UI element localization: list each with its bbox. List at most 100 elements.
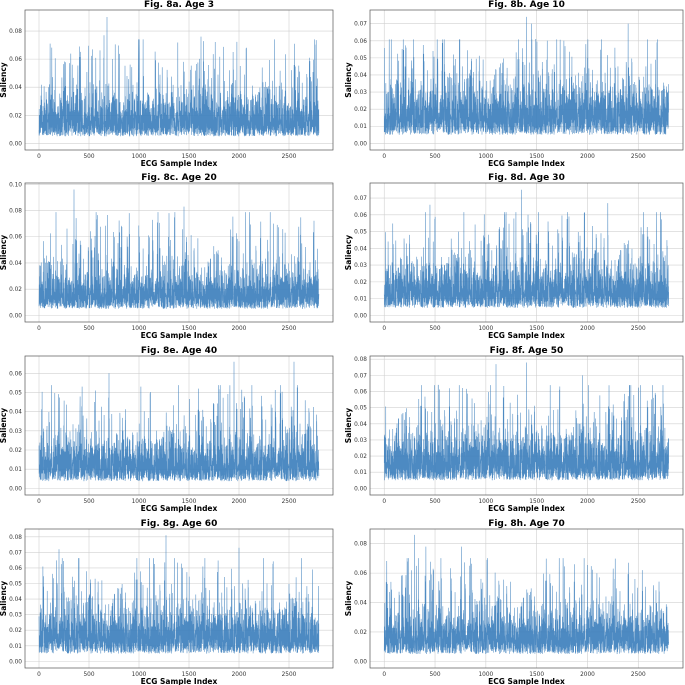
y-tick-label: 0.03	[354, 263, 367, 269]
y-tick-label: 0.02	[9, 448, 22, 454]
axes-frame	[24, 182, 334, 323]
x-tick-label: 500	[83, 672, 94, 678]
x-tick-label: 2000	[580, 672, 595, 678]
x-tick-label: 2500	[282, 326, 297, 332]
x-tick-label: 500	[83, 499, 94, 505]
y-tick-label: 0.02	[354, 280, 367, 286]
x-tick-label: 0	[382, 499, 386, 505]
x-tick-label: 2000	[580, 154, 595, 160]
x-tick-label: 1000	[132, 326, 147, 332]
y-tick-label: 0.08	[9, 535, 22, 541]
x-tick-label: 2500	[282, 672, 297, 678]
x-tick-label: 1000	[478, 154, 493, 160]
y-tick-label: 0.01	[354, 297, 367, 303]
saliency-line	[383, 534, 669, 655]
x-tick-label: 1000	[132, 672, 147, 678]
y-tick-label: 0.02	[354, 630, 367, 636]
subplot-title: Fig. 8e. Age 40	[141, 346, 217, 356]
y-tick-label: 0.00	[9, 313, 22, 319]
axes-frame	[369, 528, 684, 669]
subplot-title: Fig. 8h. Age 70	[488, 519, 565, 529]
y-tick-label: 0.00	[9, 486, 22, 492]
y-tick-label: 0.07	[354, 196, 367, 202]
x-tick-label: 1000	[132, 499, 147, 505]
x-tick-label: 1000	[478, 499, 493, 505]
y-tick-label: 0.06	[9, 566, 22, 572]
y-tick-label: 0.00	[9, 141, 22, 147]
subplot-title: Fig. 8b. Age 10	[488, 0, 565, 10]
x-axis-label: ECG Sample Index	[141, 504, 218, 513]
x-tick-label: 500	[429, 499, 440, 505]
y-tick-label: 0.04	[9, 261, 22, 267]
x-tick-label: 0	[382, 672, 386, 678]
saliency-line	[383, 189, 669, 309]
x-tick-label: 2500	[282, 499, 297, 505]
y-tick-label: 0.04	[354, 422, 367, 428]
saliency-line	[38, 189, 320, 310]
subplot-0: 0 500 1000 1500 2000 2500 0.00 0.02 0.04 0.06 0.08…	[0, 0, 334, 168]
y-tick-label: 0.06	[354, 571, 367, 577]
y-tick-label: 0.08	[9, 29, 22, 35]
y-tick-label: 0.02	[9, 628, 22, 634]
x-tick-label: 2000	[232, 499, 247, 505]
y-tick-label: 0.02	[9, 113, 22, 119]
saliency-line	[38, 361, 320, 482]
y-axis-label: Saliency	[0, 408, 8, 443]
x-tick-label: 0	[382, 154, 386, 160]
y-axis-label: Saliency	[0, 581, 8, 616]
y-tick-label: 0.05	[354, 56, 367, 62]
x-tick-label: 1500	[182, 154, 197, 160]
x-tick-label: 2000	[580, 326, 595, 332]
y-tick-label: 0.05	[9, 390, 22, 396]
saliency-line	[38, 535, 320, 654]
subplot-title: Fig. 8g. Age 60	[141, 519, 218, 529]
y-tick-label: 0.05	[354, 406, 367, 412]
subplot-title: Fig. 8a. Age 3	[144, 0, 214, 10]
y-tick-label: 0.05	[354, 230, 367, 236]
y-tick-label: 0.00	[9, 659, 22, 665]
subplot-title: Fig. 8c. Age 20	[141, 173, 217, 183]
y-tick-label: 0.03	[9, 613, 22, 619]
x-tick-label: 500	[83, 326, 94, 332]
x-tick-label: 2000	[232, 672, 247, 678]
x-tick-label: 0	[37, 326, 41, 332]
subplot-5: 0 500 1000 1500 2000 2500 0.00 0.01 0.02 0.03 0.04…	[344, 346, 684, 513]
x-axis-label: ECG Sample Index	[488, 504, 565, 513]
axes-frame	[24, 528, 334, 669]
y-tick-label: 0.07	[9, 550, 22, 556]
axes-frame	[24, 9, 334, 151]
subplot-7: 0 500 1000 1500 2000 2500 0.00 0.02 0.04 0.06 0.08…	[344, 519, 684, 685]
x-tick-label: 1500	[529, 326, 544, 332]
y-tick-label: 0.08	[354, 542, 367, 548]
x-tick-label: 0	[382, 326, 386, 332]
saliency-line	[38, 17, 320, 137]
y-tick-label: 0.06	[9, 235, 22, 241]
x-tick-label: 1500	[529, 499, 544, 505]
y-tick-label: 0.00	[354, 659, 367, 665]
y-tick-label: 0.06	[354, 39, 367, 45]
subplot-title: Fig. 8d. Age 30	[488, 173, 565, 183]
subplot-1: 0 500 1000 1500 2000 2500 0.00 0.01 0.02 0.03 0.04…	[344, 0, 684, 168]
x-tick-label: 0	[37, 672, 41, 678]
y-tick-label: 0.04	[9, 410, 22, 416]
x-tick-label: 1500	[182, 499, 197, 505]
x-tick-label: 0	[37, 154, 41, 160]
x-tick-label: 1500	[182, 326, 197, 332]
y-tick-label: 0.01	[354, 470, 367, 476]
y-tick-label: 0.07	[354, 22, 367, 28]
y-tick-label: 0.04	[354, 601, 367, 607]
y-tick-label: 0.04	[9, 597, 22, 603]
y-tick-label: 0.03	[354, 90, 367, 96]
y-tick-label: 0.03	[354, 438, 367, 444]
y-tick-label: 0.01	[9, 467, 22, 473]
axes-frame	[369, 182, 684, 323]
y-tick-label: 0.02	[354, 107, 367, 113]
x-tick-label: 2000	[580, 499, 595, 505]
x-tick-label: 1000	[132, 154, 147, 160]
x-axis-label: ECG Sample Index	[141, 331, 218, 340]
subplot-3: 0 500 1000 1500 2000 2500 0.00 0.01 0.02 0.03 0.04…	[344, 173, 684, 340]
axes-frame	[24, 355, 334, 496]
y-axis-label: Saliency	[0, 235, 8, 270]
x-tick-label: 2500	[631, 499, 646, 505]
